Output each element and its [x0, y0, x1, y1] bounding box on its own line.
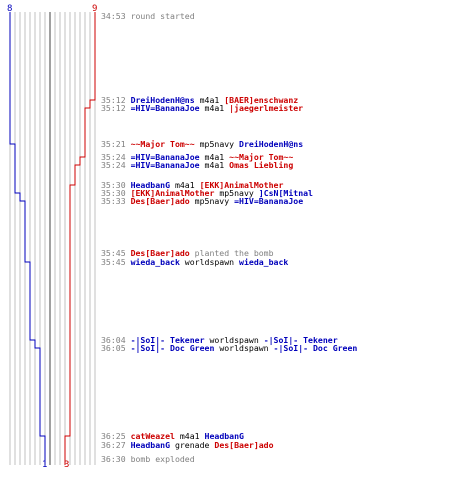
log-time: 35:12 — [101, 103, 131, 113]
log-time: 36:25 — [101, 431, 131, 441]
red-team-line — [64, 12, 96, 465]
log-entry: 35:33 Des[Baer]ado mp5navy =HIV=BananaJo… — [101, 197, 303, 206]
log-victim: [EKK]AnimalMother — [199, 180, 284, 190]
blue-team-line — [9, 12, 46, 465]
log-entry: 35:21 ~~Major Tom~~ mp5navy DreiHodenH@n… — [101, 140, 303, 149]
log-victim: ~~Major Tom~~ — [229, 152, 294, 162]
log-entry: 35:24 =HIV=BananaJoe m4a1 Omas Liebling — [101, 161, 293, 170]
log-weapon: mp5navy — [194, 139, 240, 149]
log-killer: Des[Baer]ado — [130, 196, 190, 206]
log-weapon: mp5navy — [189, 196, 235, 206]
log-victim: Omas Liebling — [229, 160, 294, 170]
log-entry: 35:45 wieda_back worldspawn wieda_back — [101, 258, 288, 267]
log-killer: -|SoI|- Tekener — [130, 335, 205, 345]
log-time: 35:45 — [101, 257, 131, 267]
log-time: 36:05 — [101, 343, 131, 353]
log-killer: -|SoI|- Doc Green — [130, 343, 215, 353]
log-entry: 35:12 =HIV=BananaJoe m4a1 |jaegerlmeiste… — [101, 104, 303, 113]
log-killer: DreiHodenH@ns — [130, 95, 195, 105]
log-victim: DreiHodenH@ns — [239, 139, 304, 149]
log-entry: 36:27 HeadbanG grenade Des[Baer]ado — [101, 441, 274, 450]
log-killer: =HIV=BananaJoe — [130, 103, 200, 113]
log-victim: -|SoI|- Doc Green — [273, 343, 358, 353]
red-end-count: 3 — [64, 460, 70, 470]
log-killer: catWeazel — [130, 431, 175, 441]
log-entry: 35:45 Des[Baer]ado planted the bomb — [101, 249, 274, 258]
log-time: 36:04 — [101, 335, 131, 345]
log-entry: 34:53 round started — [101, 12, 195, 21]
log-weapon: m4a1 — [174, 431, 205, 441]
log-weapon: mp5navy — [214, 188, 259, 198]
log-time: 35:30 — [101, 180, 131, 190]
log-killer: =HIV=BananaJoe — [130, 152, 200, 162]
log-victim: [BAER]enschwanz — [224, 95, 299, 105]
log-weapon: m4a1 — [194, 95, 225, 105]
log-time: 35:30 — [101, 188, 131, 198]
log-weapon: grenade — [170, 440, 215, 450]
log-victim: Des[Baer]ado — [214, 440, 274, 450]
log-action-text: planted the bomb — [189, 248, 274, 258]
log-victim: =HIV=BananaJoe — [234, 196, 304, 206]
log-entry: 36:25 catWeazel m4a1 HeadbanG — [101, 432, 244, 441]
log-time: 35:24 — [101, 152, 131, 162]
log-weapon: worldspawn — [179, 257, 240, 267]
log-killer: HeadbanG — [130, 440, 171, 450]
log-time: 35:12 — [101, 95, 131, 105]
log-victim: wieda_back — [239, 257, 289, 267]
log-killer: ~~Major Tom~~ — [130, 139, 195, 149]
log-weapon: m4a1 — [199, 103, 230, 113]
log-time: 35:33 — [101, 196, 131, 206]
blue-end-count: 1 — [42, 460, 48, 470]
blue-start-count: 8 — [7, 4, 13, 14]
log-time: 34:53 — [101, 11, 131, 21]
grid-lines — [9, 12, 96, 465]
log-victim: HeadbanG — [204, 431, 244, 441]
log-victim: -|SoI|- Tekener — [263, 335, 338, 345]
log-killer: =HIV=BananaJoe — [130, 160, 200, 170]
log-event-text: bomb exploded — [130, 454, 195, 464]
log-entry: 35:24 =HIV=BananaJoe m4a1 ~~Major Tom~~ — [101, 153, 293, 162]
log-killer: wieda_back — [130, 257, 180, 267]
red-start-count: 9 — [92, 4, 98, 14]
log-time: 35:21 — [101, 139, 131, 149]
log-entry: 35:12 DreiHodenH@ns m4a1 [BAER]enschwanz — [101, 96, 298, 105]
log-victim: ]CsN[Mitnal — [258, 188, 313, 198]
log-event-text: round started — [130, 11, 195, 21]
log-actor: Des[Baer]ado — [130, 248, 190, 258]
log-entry: 36:30 bomb exploded — [101, 455, 195, 464]
log-entry: 36:05 -|SoI|- Doc Green worldspawn -|SoI… — [101, 344, 357, 353]
log-entry: 35:30 HeadbanG m4a1 [EKK]AnimalMother — [101, 181, 283, 190]
log-victim: |jaegerlmeister — [229, 103, 304, 113]
log-weapon: worldspawn — [214, 343, 274, 353]
log-killer: HeadbanG — [130, 180, 171, 190]
log-entry: 36:04 -|SoI|- Tekener worldspawn -|SoI|-… — [101, 336, 338, 345]
log-weapon: m4a1 — [199, 152, 230, 162]
log-weapon: m4a1 — [170, 180, 200, 190]
log-entry: 35:30 [EKK]AnimalMother mp5navy ]CsN[Mit… — [101, 189, 313, 198]
log-time: 36:27 — [101, 440, 131, 450]
log-weapon: worldspawn — [204, 335, 264, 345]
log-time: 35:24 — [101, 160, 131, 170]
log-time: 35:45 — [101, 248, 131, 258]
log-time: 36:30 — [101, 454, 131, 464]
log-weapon: m4a1 — [199, 160, 230, 170]
log-killer: [EKK]AnimalMother — [130, 188, 215, 198]
